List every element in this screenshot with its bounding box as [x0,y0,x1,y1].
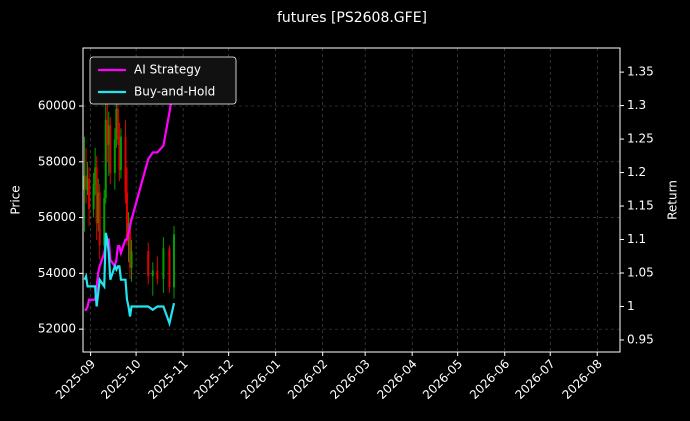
candle-body [95,167,98,224]
candle-body [94,167,97,185]
candle-body [103,198,106,246]
y2-tick-label: 0.95 [627,332,654,346]
candle-body [92,184,95,210]
candle-body [156,270,159,279]
candle-body [125,192,128,238]
candle-body [98,192,101,246]
candle-body [147,251,150,277]
candle-body [86,178,89,190]
y-tick-label: 58000 [38,154,76,168]
candle-body [118,136,121,171]
candle-body [83,175,86,190]
y2-tick-label: 1.2 [627,165,646,179]
y-tick-label: 54000 [38,266,76,280]
plot-frame [82,47,621,353]
legend-box [89,56,237,105]
chart-title: futures [PS2608.GFE] [277,10,427,26]
y2-axis-label: Return [666,180,680,220]
y2-tick-label: 1.1 [627,232,646,246]
candle-body [104,119,107,199]
candle-body [173,234,176,288]
legend-label: AI Strategy [134,63,201,77]
y-tick-label: 56000 [38,210,76,224]
candle-body [162,248,165,279]
candle-body [124,136,127,193]
candle-body [115,108,118,140]
y2-tick-label: 1.3 [627,98,646,112]
y2-tick-label: 1.25 [627,132,654,146]
y2-tick-label: 1.05 [627,265,654,279]
y2-tick-label: 1.35 [627,65,654,79]
y2-tick-label: 1.15 [627,199,654,213]
line-series [83,232,176,328]
candle-body [130,251,133,268]
candle-body [106,119,109,146]
y-axis-label: Price [9,185,23,214]
candle-body [129,223,132,268]
y-tick-label: 52000 [38,322,76,336]
legend-label: Buy-and-Hold [134,85,215,99]
candle-body [88,178,91,210]
candle-body [107,125,110,146]
candle-body [151,270,154,277]
candle-body [119,136,122,171]
y-tick-label: 60000 [38,99,76,113]
candle-body [116,108,119,137]
candle-body [109,125,112,173]
y2-tick-label: 1 [627,299,635,313]
line-series [84,85,176,311]
candle-body [97,192,100,224]
candle-body [168,248,171,288]
candle-body [85,175,88,190]
candle-body [113,139,116,173]
